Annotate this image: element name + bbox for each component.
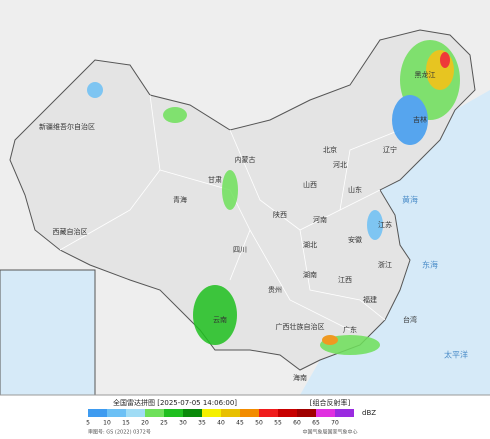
- sea-label: 太平洋: [444, 350, 468, 360]
- region-label: 云南: [213, 315, 227, 324]
- legend-value: 55: [274, 420, 282, 427]
- legend-swatch: [221, 409, 240, 417]
- legend-swatch: [107, 409, 126, 417]
- legend-swatch: [335, 409, 354, 417]
- legend-swatch: [126, 409, 145, 417]
- region-label: 江苏: [378, 220, 392, 229]
- legend-value: 60: [293, 420, 301, 427]
- sea-label: 东海: [422, 260, 438, 270]
- region-label: 安徽: [348, 235, 362, 244]
- region-label: 北京: [323, 145, 337, 154]
- legend-value: 5: [86, 420, 90, 427]
- region-label: 广西壮族自治区: [276, 322, 325, 331]
- legend-value: 35: [198, 420, 206, 427]
- legend-value: 40: [217, 420, 225, 427]
- region-label: 海南: [293, 373, 307, 382]
- legend-swatch: [183, 409, 202, 417]
- region-label: 甘肃: [208, 175, 222, 184]
- legend-swatch: [145, 409, 164, 417]
- legend-swatch: [278, 409, 297, 417]
- region-label: 台湾: [403, 315, 417, 324]
- legend-value: 65: [312, 420, 320, 427]
- legend-unit: dBZ: [362, 409, 376, 417]
- region-label: 山西: [303, 180, 317, 189]
- legend-swatch: [88, 409, 107, 417]
- legend-value: 45: [236, 420, 244, 427]
- region-label: 陕西: [273, 210, 287, 219]
- region-label: 浙江: [378, 260, 392, 269]
- legend-title: 全国雷达拼图 [2025-07-05 14:06:00]: [113, 398, 237, 407]
- sea-label: 黄海: [402, 195, 418, 205]
- region-label: 青海: [173, 195, 187, 204]
- region-label: 湖南: [303, 270, 317, 279]
- legend-swatch: [240, 409, 259, 417]
- radar-echoes: [87, 40, 460, 355]
- region-label: 广东: [343, 325, 357, 334]
- region-label: 河北: [333, 161, 347, 169]
- legend-swatch: [297, 409, 316, 417]
- legend-value: 50: [255, 420, 263, 427]
- region-label: 吉林: [413, 115, 427, 124]
- source: 中国气象局国家气象中心: [302, 429, 357, 436]
- region-label: 山东: [348, 185, 362, 194]
- region-label: 西藏自治区: [53, 227, 88, 236]
- legend-value: 70: [331, 420, 339, 427]
- region-label: 内蒙古: [235, 155, 256, 164]
- province-borders: [59, 94, 401, 331]
- legend-swatch: [202, 409, 221, 417]
- legend-product: [组合反射率]: [310, 398, 351, 407]
- region-label: 辽宁: [383, 145, 397, 154]
- region-label: 江西: [338, 276, 352, 284]
- legend-swatch: [164, 409, 183, 417]
- region-label: 河南: [313, 215, 327, 224]
- region-label: 福建: [363, 295, 377, 304]
- china-outline: [9, 29, 476, 371]
- region-label: 四川: [233, 246, 247, 254]
- south-sea-inset: [0, 269, 96, 396]
- legend-swatch: [316, 409, 335, 417]
- legend-value: 25: [160, 420, 168, 427]
- region-label: 新疆维吾尔自治区: [39, 122, 95, 131]
- legend-scale: 5 10 15 20 25 30 35 40 45 50 55 60 65 70: [86, 409, 354, 427]
- region-label: 黑龙江: [415, 70, 436, 79]
- legend-swatch: [259, 409, 278, 417]
- legend-value: 20: [141, 420, 149, 427]
- footnote: 审图号: GS (2022) 0372号: [88, 429, 151, 436]
- region-label: 贵州: [268, 285, 282, 294]
- legend-value: 30: [179, 420, 187, 427]
- legend-value: 15: [122, 420, 130, 427]
- region-label: 湖北: [303, 240, 317, 249]
- sea: [300, 90, 490, 395]
- legend-value: 10: [103, 420, 111, 427]
